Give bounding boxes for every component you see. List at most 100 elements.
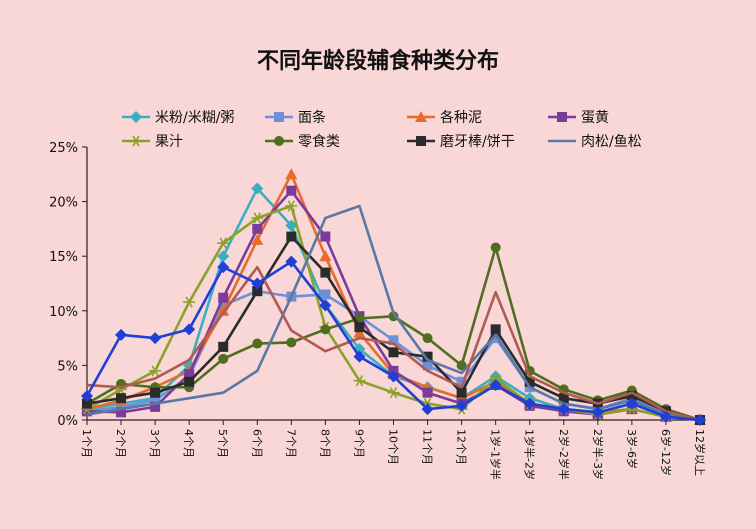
data-point	[388, 347, 399, 358]
data-point	[557, 112, 567, 122]
x-tick-label: 4个月	[182, 429, 195, 458]
legend-label: 蛋黄	[581, 109, 609, 126]
data-point	[286, 231, 297, 242]
legend-item: 磨牙棒/饼干	[407, 134, 515, 150]
data-point	[184, 376, 195, 387]
x-tick-label: 3岁-6岁	[625, 429, 639, 469]
data-point	[456, 376, 467, 387]
y-tick-label: 25%	[49, 141, 78, 156]
star-stroke	[287, 200, 296, 212]
y-tick-label: 20%	[49, 196, 78, 211]
data-point	[184, 369, 195, 380]
series-10	[81, 255, 706, 426]
series-9	[86, 265, 701, 422]
data-point	[149, 365, 162, 377]
legend-item: 果汁	[122, 134, 183, 150]
legend-label: 肉松/鱼松	[581, 133, 642, 150]
y-tick-label: 15%	[49, 250, 78, 265]
plot-area	[81, 168, 706, 426]
star-stroke	[253, 212, 261, 224]
data-point	[274, 112, 284, 122]
x-tick-label: 5个月	[216, 429, 229, 458]
legend-label: 磨牙棒/饼干	[440, 134, 515, 150]
legend-item: 蛋黄	[548, 109, 609, 126]
data-point	[489, 379, 502, 392]
x-tick-label: 2岁-2岁半	[557, 429, 571, 480]
data-point	[116, 393, 127, 404]
data-point	[319, 299, 332, 312]
data-point	[116, 407, 127, 418]
data-point	[130, 135, 142, 147]
data-point	[455, 399, 468, 412]
data-point	[625, 397, 638, 410]
legend-item: 零食类	[265, 133, 340, 150]
x-tick-label: 2岁半-3岁	[591, 429, 605, 480]
series-line	[86, 265, 701, 422]
data-point	[558, 393, 569, 404]
data-point	[557, 403, 570, 416]
data-point	[251, 182, 264, 195]
x-tick-label: 9个月	[352, 429, 365, 458]
data-point	[387, 370, 400, 383]
data-point	[422, 387, 433, 398]
y-tick-label: 10%	[49, 305, 78, 320]
x-tick-label: 11个月	[421, 429, 434, 465]
x-tick-label: 3个月	[148, 429, 161, 458]
data-point	[421, 403, 434, 416]
star-stroke	[355, 375, 364, 387]
data-point	[490, 324, 501, 335]
data-point	[319, 250, 332, 262]
data-point	[115, 328, 128, 341]
data-point	[149, 332, 162, 345]
x-tick-label: 12个月	[455, 429, 468, 465]
x-tick-label: 6岁-12岁	[659, 429, 673, 476]
data-point	[285, 168, 298, 180]
data-point	[490, 242, 501, 253]
data-point	[353, 350, 366, 363]
data-point	[523, 397, 536, 410]
legend-label: 面条	[298, 109, 326, 126]
data-point	[251, 277, 264, 290]
data-point	[183, 323, 196, 336]
x-tick-label: 12岁以上	[693, 429, 707, 476]
data-point	[388, 311, 399, 322]
data-point	[524, 376, 535, 387]
x-tick-label: 7个月	[284, 429, 297, 458]
data-point	[422, 333, 433, 344]
data-point	[285, 200, 298, 212]
data-point	[353, 375, 366, 387]
data-point	[354, 322, 365, 333]
x-tick-label: 10个月	[387, 429, 400, 465]
data-point	[422, 360, 433, 371]
data-point	[217, 250, 230, 263]
x-tick-label: 1岁-1岁半	[489, 429, 503, 480]
legend-label: 米粉/米糊/粥	[155, 109, 234, 126]
x-tick-label: 2个月	[114, 429, 127, 458]
data-point	[626, 390, 637, 401]
legend-item: 面条	[265, 109, 326, 126]
data-point	[252, 338, 263, 349]
chart-title: 不同年龄段辅食种类分布	[257, 48, 499, 74]
star-stroke	[389, 387, 398, 399]
data-point	[252, 223, 263, 234]
data-point	[150, 401, 161, 412]
data-point	[252, 286, 263, 297]
data-point	[217, 304, 230, 316]
x-tick-label: 1个月	[80, 429, 93, 458]
data-point	[285, 219, 298, 232]
data-point	[150, 395, 161, 406]
star-stroke	[219, 237, 227, 249]
data-point	[694, 414, 706, 426]
data-point	[456, 387, 467, 398]
data-point	[422, 351, 433, 362]
star-stroke	[151, 365, 159, 377]
series-4	[82, 185, 705, 425]
legend-item: 米粉/米糊/粥	[122, 109, 234, 126]
legend-item: 各种泥	[407, 110, 482, 126]
data-point	[591, 406, 604, 419]
star-stroke	[185, 296, 193, 308]
data-point	[659, 410, 672, 423]
y-tick-label: 5%	[57, 359, 78, 374]
